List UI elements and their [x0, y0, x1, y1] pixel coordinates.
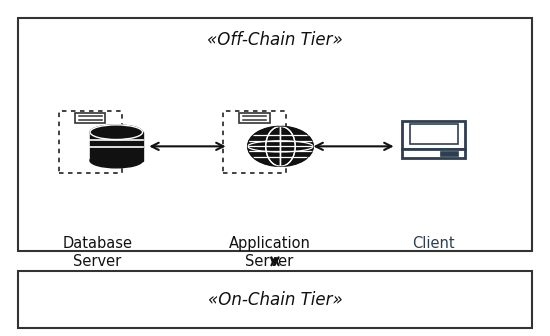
Text: «Off-Chain Tier»: «Off-Chain Tier» — [207, 31, 343, 49]
Bar — [402, 121, 465, 149]
Bar — [18, 18, 532, 251]
Bar — [59, 111, 122, 173]
Bar — [18, 271, 532, 328]
Bar — [410, 124, 458, 144]
Bar — [223, 111, 286, 173]
Text: Application
Server: Application Server — [229, 236, 310, 269]
Bar — [402, 149, 465, 158]
Bar — [75, 113, 106, 123]
Text: Client: Client — [412, 236, 455, 251]
Text: Database
Server: Database Server — [62, 236, 132, 269]
Bar — [440, 151, 458, 156]
Text: «On-Chain Tier»: «On-Chain Tier» — [208, 291, 342, 309]
Ellipse shape — [90, 153, 142, 168]
Ellipse shape — [90, 125, 142, 139]
Circle shape — [248, 126, 314, 166]
Bar — [90, 132, 142, 161]
Bar — [239, 113, 270, 123]
